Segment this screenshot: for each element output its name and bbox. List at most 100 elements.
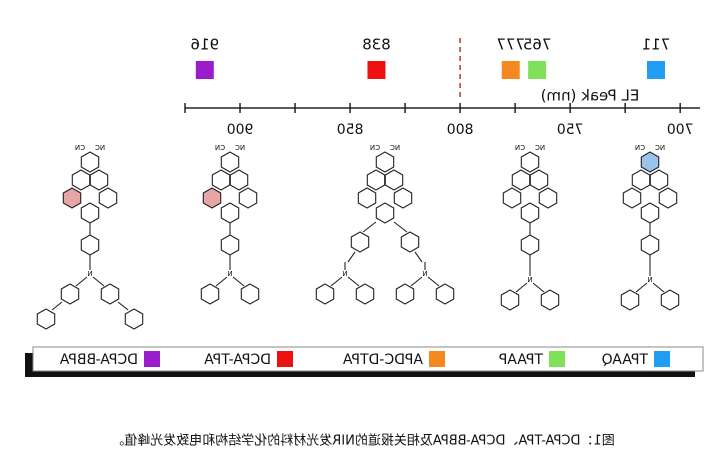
peak-marker: [528, 61, 547, 79]
peak-marker: [646, 61, 665, 79]
bond: [515, 282, 528, 293]
legend-label: DCPA-BBPA: [59, 352, 138, 368]
ring: [355, 283, 375, 305]
ring: [315, 283, 335, 305]
ring: [211, 169, 231, 191]
value-label: 765: [523, 36, 552, 54]
value-label: 711: [642, 36, 671, 54]
ring: [200, 283, 220, 305]
x-tick-label: 750: [557, 122, 584, 138]
ring: [220, 151, 240, 173]
ring: [631, 169, 651, 191]
atom-label: NC: [235, 144, 245, 152]
ring: [238, 187, 258, 209]
legend-swatch: [144, 351, 160, 367]
ring: [640, 202, 660, 224]
ring: [124, 308, 144, 330]
ring: [620, 289, 640, 311]
ring: [660, 289, 680, 311]
ring: [622, 187, 642, 209]
value-label: 777: [496, 36, 525, 54]
x-tick-label: 900: [227, 122, 254, 138]
atom-label: N: [527, 276, 532, 284]
peak-marker: [367, 61, 386, 79]
peak-marker: [195, 61, 214, 79]
ring: [540, 289, 560, 311]
ring: [435, 283, 455, 305]
ring: [393, 187, 413, 209]
x-tick-label: 850: [337, 122, 364, 138]
atom-label: CN: [370, 144, 380, 152]
legend-swatch: [277, 351, 293, 367]
atom-label: CN: [215, 144, 225, 152]
x-tick-label: 700: [667, 122, 694, 138]
ring: [366, 169, 386, 191]
legend-label: TPAAP: [499, 352, 544, 368]
bond: [347, 251, 356, 263]
ring: [500, 289, 520, 311]
ring: [640, 234, 660, 256]
ring: [80, 202, 100, 224]
ring: [100, 283, 120, 305]
ring: [80, 234, 100, 256]
ring: [89, 169, 109, 191]
ring: [502, 187, 522, 209]
bond: [414, 251, 423, 263]
x-axis-label: EL Peak (nm): [541, 87, 640, 105]
atom-label: N: [342, 270, 347, 278]
value-label: 916: [190, 36, 219, 54]
atom-label: N: [647, 276, 652, 284]
legend-label: APDC-DTPA: [342, 352, 423, 368]
ring: [36, 308, 56, 330]
atom-label: CN: [515, 144, 525, 152]
ring: [649, 169, 669, 191]
atom-label: N: [422, 270, 427, 278]
bond: [51, 301, 63, 311]
value-label: 838: [362, 36, 391, 54]
legend-swatch: [654, 351, 670, 367]
ring: [60, 283, 80, 305]
bond: [362, 221, 377, 233]
ring: [400, 231, 420, 253]
atom-label: CN: [75, 144, 85, 152]
ring: [529, 169, 549, 191]
atom-label: N: [87, 270, 92, 278]
ring: [395, 283, 415, 305]
ring: [62, 187, 82, 209]
x-tick-label: 800: [447, 122, 474, 138]
bond: [75, 276, 88, 287]
ring: [71, 169, 91, 191]
legend-label: TPAAQ: [602, 352, 649, 368]
bond: [635, 282, 648, 293]
legend-swatch: [429, 351, 445, 367]
ring: [229, 169, 249, 191]
ring: [520, 234, 540, 256]
ring: [520, 202, 540, 224]
molecules: NC CN N NC CN N NC CN N N NC CN N NC CN N: [36, 144, 680, 330]
bond: [215, 276, 228, 287]
atom-label: NC: [535, 144, 545, 152]
bond: [427, 276, 440, 287]
atom-label: NC: [655, 144, 665, 152]
atom-label: CN: [635, 144, 645, 152]
caption: 图1：DCPA-TPA、DCPA-BBPA及相关报道的NIR发光材料的化学结构和…: [111, 433, 615, 449]
ring: [375, 202, 395, 224]
ring: [220, 202, 240, 224]
ring: [357, 187, 377, 209]
ring: [511, 169, 531, 191]
peak-marker: [501, 61, 520, 79]
ring: [384, 169, 404, 191]
ring: [640, 151, 660, 173]
ring: [350, 231, 370, 253]
bond: [532, 282, 545, 293]
legend-label: DCPA-TPA: [204, 352, 271, 368]
ring: [520, 151, 540, 173]
ring: [80, 151, 100, 173]
legend-swatch: [549, 351, 565, 367]
bond: [410, 276, 423, 287]
ring: [202, 187, 222, 209]
ring: [658, 187, 678, 209]
bond: [232, 276, 245, 287]
